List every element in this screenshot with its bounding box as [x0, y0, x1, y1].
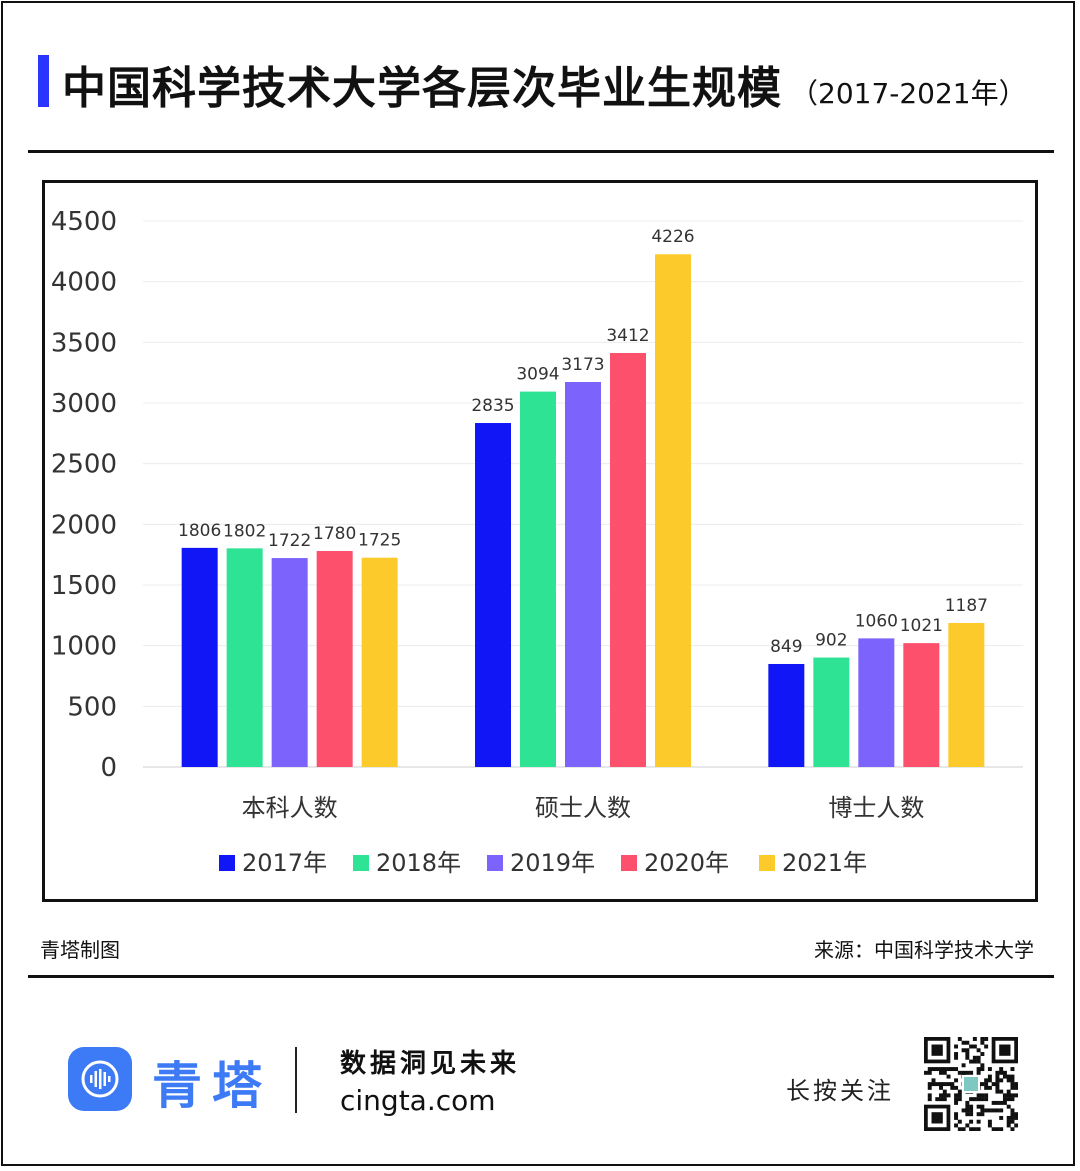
- x-tick-label: 本科人数: [242, 794, 338, 822]
- sound-wave-icon: [81, 1060, 119, 1098]
- data-label: 1806: [178, 521, 221, 541]
- bar: [768, 663, 805, 767]
- bar: [610, 353, 646, 767]
- data-label: 849: [770, 637, 802, 657]
- y-tick-label: 2500: [51, 450, 117, 480]
- bar: [520, 391, 556, 767]
- bar: [948, 622, 985, 767]
- data-label: 902: [815, 631, 847, 651]
- bar: [226, 548, 263, 767]
- data-label: 3094: [516, 365, 559, 385]
- legend-label: 2019年: [510, 849, 595, 877]
- bar-chart: 0 500 1000 1500 2000 2500 3000 3500 4000 4500 1806…: [51, 207, 1023, 877]
- y-tick-label: 1500: [51, 571, 117, 601]
- made-by-label: 青塔制图: [40, 938, 120, 962]
- data-label: 1780: [313, 524, 356, 544]
- data-label: 3412: [606, 326, 649, 346]
- legend-label: 2017年: [242, 849, 327, 877]
- bar: [655, 254, 691, 767]
- top-divider: [28, 150, 1054, 153]
- chart-title: 中国科学技术大学各层次毕业生规模 （2017-2021年）: [62, 52, 1027, 114]
- brand-name: 青塔: [152, 1057, 272, 1115]
- title-main: 中国科学技术大学各层次毕业生规模: [62, 63, 782, 114]
- legend-swatch: [353, 855, 369, 871]
- chart-frame: 0 500 1000 1500 2000 2500 3000 3500 4000 4500 1806…: [42, 180, 1038, 902]
- legend-swatch: [621, 855, 637, 871]
- data-label: 1722: [268, 531, 311, 551]
- brand-logo: [68, 1047, 132, 1111]
- y-tick-label: 4500: [51, 207, 117, 237]
- y-tick-label: 1000: [51, 632, 117, 662]
- title-subtitle: （2017-2021年）: [790, 77, 1027, 110]
- bar: [565, 382, 601, 767]
- qr-code-icon[interactable]: [924, 1037, 1018, 1131]
- legend-label: 2020年: [644, 849, 729, 877]
- brand-divider: [295, 1047, 297, 1113]
- bar: [475, 423, 511, 767]
- legend-label: 2018年: [376, 849, 461, 877]
- legend-swatch: [219, 855, 235, 871]
- bar: [181, 547, 218, 767]
- source-label: 来源：中国科学技术大学: [814, 938, 1034, 962]
- x-tick-label: 博士人数: [828, 794, 924, 822]
- data-label: 1802: [223, 521, 266, 541]
- y-tick-label: 4000: [51, 268, 117, 298]
- y-tick-label: 3000: [51, 389, 117, 419]
- brand-slogan: 数据洞见未来: [340, 1049, 521, 1079]
- data-label: 3173: [561, 355, 604, 375]
- legend-swatch: [487, 855, 503, 871]
- data-label: 1060: [855, 611, 898, 631]
- y-tick-label: 0: [100, 753, 117, 783]
- data-label: 1725: [358, 531, 401, 551]
- bar: [858, 638, 895, 767]
- brand-website[interactable]: cingta.com: [340, 1084, 496, 1117]
- legend-swatch: [759, 855, 775, 871]
- x-tick-label: 硕士人数: [535, 794, 631, 822]
- bar: [813, 657, 850, 767]
- bar: [271, 558, 308, 767]
- data-label: 1021: [900, 616, 943, 636]
- bar: [903, 643, 940, 767]
- data-label: 2835: [471, 396, 514, 416]
- bar: [361, 557, 398, 767]
- legend-label: 2021年: [782, 849, 867, 877]
- y-tick-label: 3500: [51, 328, 117, 358]
- title-accent-bar: [38, 55, 49, 107]
- y-tick-label: 2000: [51, 510, 117, 540]
- y-tick-label: 500: [67, 692, 117, 722]
- follow-label: 长按关注: [786, 1077, 894, 1105]
- bottom-divider: [28, 975, 1054, 978]
- data-label: 4226: [651, 227, 694, 247]
- bar: [316, 551, 353, 767]
- data-label: 1187: [945, 596, 988, 616]
